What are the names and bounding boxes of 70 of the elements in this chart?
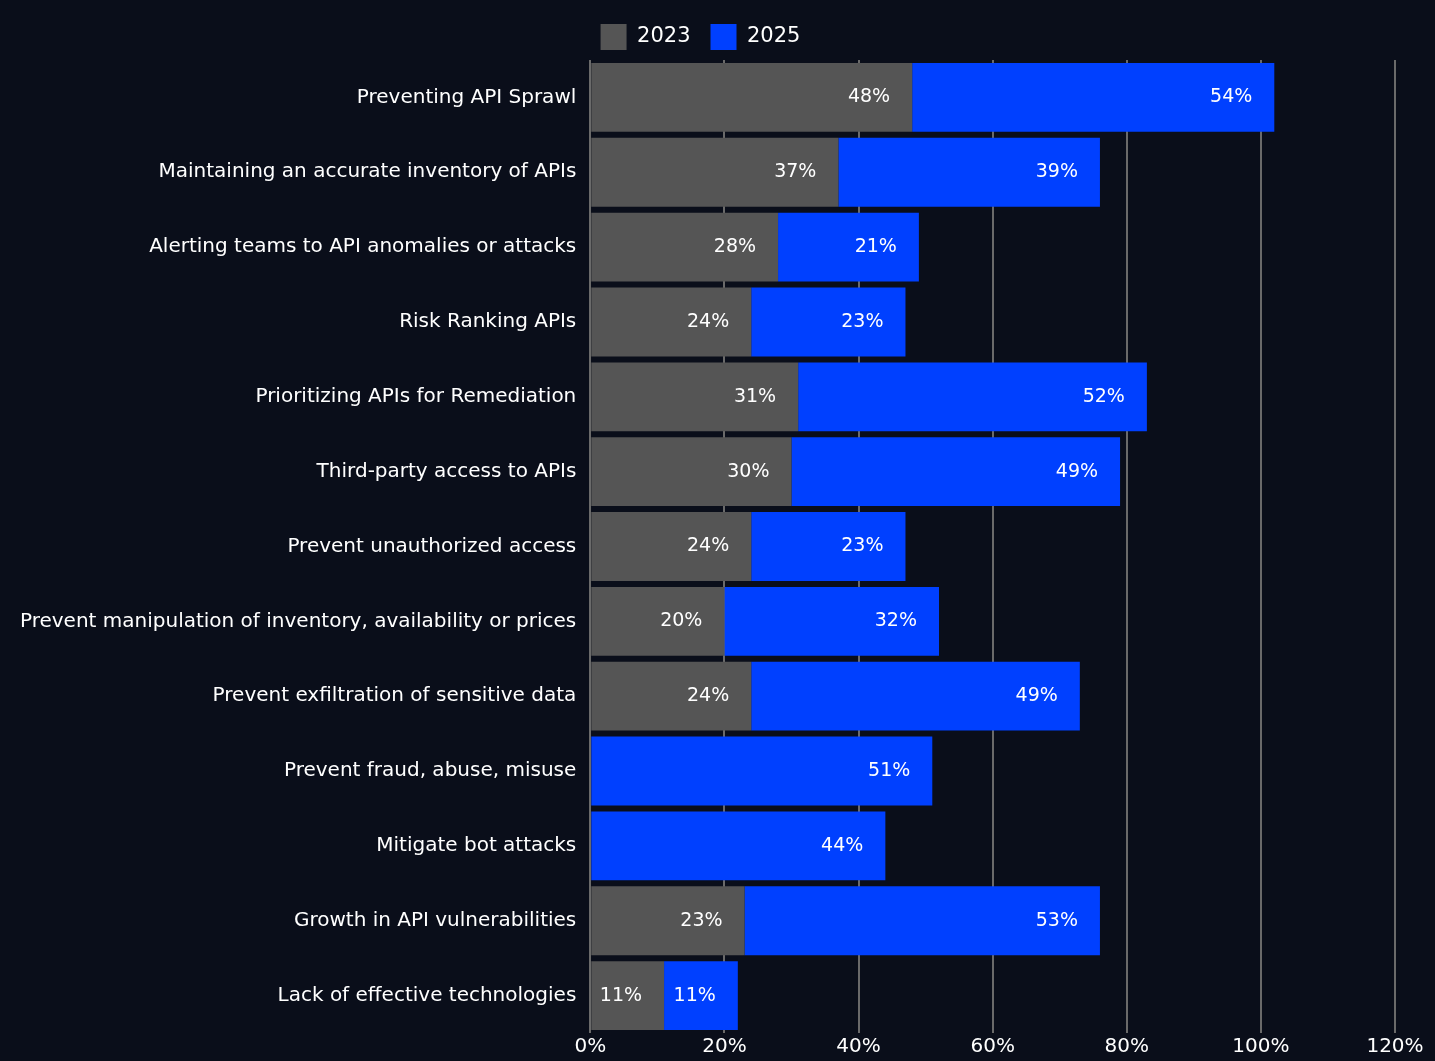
y-tick-label: Prioritizing APIs for Remediation bbox=[255, 383, 577, 408]
y-tick-label: Prevent fraud, abuse, misuse bbox=[283, 757, 577, 782]
bar bbox=[838, 137, 1100, 207]
data-label: 11% bbox=[599, 982, 643, 1005]
bar bbox=[591, 62, 913, 132]
y-tick-label: Preventing API Sprawl bbox=[356, 83, 577, 108]
data-label: 11% bbox=[673, 982, 716, 1005]
y-tick-label: Lack of effective technologies bbox=[277, 981, 577, 1006]
data-label: 23% bbox=[841, 308, 884, 331]
bar bbox=[744, 886, 1100, 956]
bar bbox=[591, 661, 752, 731]
bar bbox=[591, 212, 779, 282]
data-label: 20% bbox=[660, 608, 703, 631]
data-label: 31% bbox=[733, 383, 777, 406]
x-tick-label: 80% bbox=[1104, 1033, 1149, 1058]
x-tick-label: 120% bbox=[1366, 1033, 1424, 1058]
data-label: 30% bbox=[727, 458, 770, 481]
data-label: 53% bbox=[1035, 907, 1078, 930]
data-label: 23% bbox=[680, 907, 723, 930]
data-label: 39% bbox=[1035, 159, 1078, 182]
data-label: 51% bbox=[868, 757, 911, 780]
data-label: 44% bbox=[821, 832, 864, 855]
x-tick-label: 20% bbox=[702, 1033, 747, 1058]
y-tick-label: Prevent unauthorized access bbox=[287, 532, 577, 557]
bar bbox=[591, 586, 725, 656]
y-tick-label: Third-party access to APIs bbox=[315, 457, 577, 482]
data-label: 24% bbox=[687, 533, 730, 556]
data-label: 21% bbox=[854, 234, 897, 257]
y-tick-label: Prevent exfiltration of sensitive data bbox=[212, 682, 577, 707]
bar bbox=[591, 437, 792, 507]
data-label: 49% bbox=[1015, 683, 1058, 706]
y-tick-label: Growth in API vulnerabilities bbox=[293, 906, 577, 931]
bar bbox=[798, 362, 1147, 432]
y-tick-label: Maintaining an accurate inventory of APIs bbox=[158, 158, 577, 183]
data-label: 37% bbox=[774, 159, 817, 182]
legend-label: 2025 bbox=[747, 23, 801, 48]
legend-label: 2023 bbox=[637, 23, 691, 48]
x-tick-label: 0% bbox=[574, 1033, 607, 1058]
bar bbox=[791, 437, 1121, 507]
bar bbox=[751, 287, 906, 357]
x-tick-label: 40% bbox=[836, 1033, 881, 1058]
data-label: 32% bbox=[874, 608, 917, 631]
y-tick-label: Risk Ranking APIs bbox=[399, 308, 577, 333]
data-label: 23% bbox=[841, 533, 884, 556]
bar bbox=[664, 961, 738, 1031]
y-tick-label: Prevent manipulation of inventory, availability or prices bbox=[19, 607, 577, 632]
data-label: 49% bbox=[1055, 458, 1099, 481]
data-label: 24% bbox=[687, 683, 730, 706]
data-label: 48% bbox=[847, 84, 891, 107]
bar bbox=[591, 362, 799, 432]
bar bbox=[751, 661, 1080, 731]
bar bbox=[591, 287, 752, 357]
y-tick-label: Mitigate bot attacks bbox=[376, 832, 577, 857]
bar bbox=[591, 137, 839, 207]
bar bbox=[751, 512, 906, 581]
bar bbox=[591, 961, 665, 1031]
bar bbox=[591, 736, 933, 806]
bar bbox=[912, 62, 1275, 132]
y-tick-label: Alerting teams to API anomalies or attacks bbox=[149, 233, 577, 258]
data-label: 54% bbox=[1210, 84, 1253, 107]
bar bbox=[591, 886, 745, 956]
bar bbox=[591, 512, 752, 581]
x-tick-label: 100% bbox=[1232, 1033, 1290, 1058]
data-label: 52% bbox=[1082, 383, 1125, 406]
x-tick-label: 60% bbox=[970, 1033, 1015, 1058]
data-label: 28% bbox=[713, 234, 757, 257]
data-label: 24% bbox=[687, 308, 730, 331]
bar bbox=[778, 212, 919, 282]
bar bbox=[591, 811, 886, 881]
bar bbox=[724, 586, 939, 656]
